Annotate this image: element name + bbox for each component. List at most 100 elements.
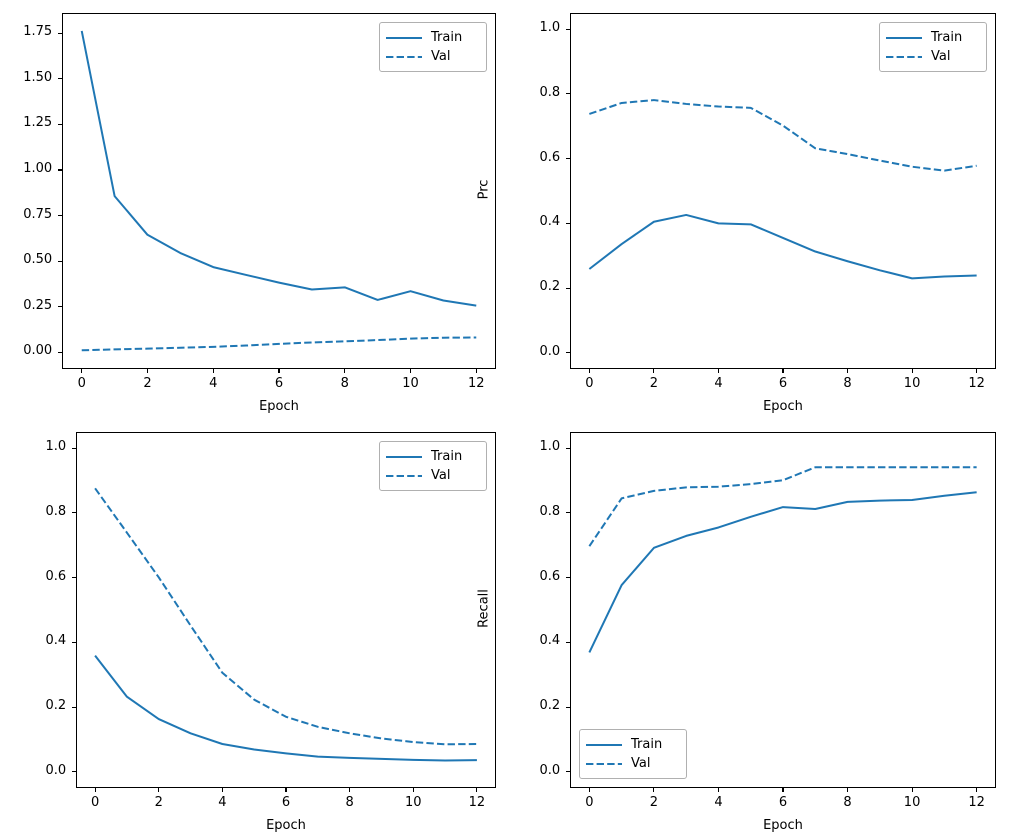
x-tick-label-prc: 6 [778,376,788,391]
legend-loss[interactable]: Train Val [379,22,487,72]
legend-label-val: Val [931,49,951,64]
y-tick-label-prc: 0.0 [539,343,561,359]
y-tick-label-precision: 0.8 [45,503,67,519]
y-tick-label-loss: 1.50 [23,69,53,85]
y-tick-label-loss: 1.25 [23,115,53,131]
x-tick-label-precision: 8 [345,795,354,810]
x-tick-label-precision: 4 [218,795,227,810]
legend-line-sample-val-icon [886,51,922,63]
x-tick-label-loss: 0 [77,376,86,391]
axes-frame-prc [570,13,996,369]
y-tick-label-prc: 0.2 [539,279,561,295]
x-tick-mark-precision [476,788,478,792]
y-tick-label-precision: 0.2 [45,698,67,714]
series-line-recall-train [588,491,977,653]
x-tick-label-precision: 2 [154,795,163,810]
y-tick-mark-precision [72,512,76,514]
y-tick-mark-recall [566,771,570,773]
x-axis-label-prc: Epoch [763,399,803,414]
y-tick-label-precision: 0.6 [45,568,67,584]
legend-recall[interactable]: Train Val [579,729,687,779]
legend-label-val: Val [431,468,451,483]
legend-label-val: Val [431,49,451,64]
x-tick-mark-precision [94,788,96,792]
y-tick-mark-recall [566,512,570,514]
series-line-prc-val [589,99,977,172]
axes-frame-precision [76,432,496,788]
y-tick-label-loss: 0.25 [23,297,53,313]
x-tick-label-loss: 10 [402,376,419,391]
x-tick-label-loss: 12 [467,376,485,391]
axes-frame-loss [62,13,496,369]
x-tick-mark-precision [221,788,223,792]
x-tick-mark-prc [976,369,978,373]
y-tick-mark-prc [566,28,570,30]
y-tick-mark-loss [58,215,62,217]
x-tick-mark-loss [475,369,477,373]
x-tick-label-prc: 4 [714,376,723,391]
legend-entry-train-recall[interactable]: Train [586,735,679,754]
legend-line-sample-val-icon [586,758,622,770]
legend-entry-train-loss[interactable]: Train [386,28,479,47]
y-tick-label-prc: 0.4 [539,214,561,230]
y-tick-mark-loss [58,123,62,125]
legend-entry-train-precision[interactable]: Train [386,447,479,466]
series-line-loss-train [80,30,477,307]
y-tick-mark-prc [566,158,570,160]
legend-line-sample-train-icon [386,32,422,44]
y-tick-mark-prc [566,352,570,354]
x-tick-label-recall: 4 [714,795,723,810]
y-tick-label-recall: 0.8 [539,503,561,519]
x-tick-label-recall: 0 [585,795,594,810]
y-tick-label-loss: 0.75 [23,206,53,222]
y-tick-label-prc: 0.6 [539,149,561,165]
legend-entry-train-prc[interactable]: Train [886,28,979,47]
legend-line-sample-train-icon [886,32,922,44]
y-tick-label-loss: 0.00 [23,343,53,359]
legend-label-train: Train [431,449,463,464]
series-line-prc-train [588,213,977,280]
x-tick-mark-loss [212,369,214,373]
x-tick-mark-loss [81,369,83,373]
x-tick-mark-prc [588,369,590,373]
legend-label-train: Train [631,737,663,752]
y-tick-mark-loss [58,306,62,308]
series-line-recall-val [588,466,977,547]
x-tick-mark-prc [911,369,913,373]
x-tick-mark-precision [285,788,287,792]
legend-entry-val-precision[interactable]: Val [386,466,479,485]
x-tick-label-recall: 2 [649,795,659,810]
legend-label-val: Val [631,756,651,771]
legend-label-train: Train [931,30,963,45]
legend-line-sample-train-icon [586,739,622,751]
y-tick-mark-recall [566,447,570,449]
x-tick-label-loss: 6 [274,376,284,391]
x-tick-mark-recall [653,788,655,792]
x-tick-mark-precision [349,788,351,792]
legend-entry-val-loss[interactable]: Val [386,47,479,66]
y-tick-mark-precision [72,771,76,773]
x-tick-label-precision: 0 [90,795,100,810]
legend-line-sample-train-icon [386,451,422,463]
legend-precision[interactable]: Train Val [379,441,487,491]
legend-entry-val-prc[interactable]: Val [886,47,979,66]
x-tick-mark-recall [846,788,849,792]
y-tick-label-recall: 1.0 [539,439,561,455]
x-tick-mark-precision [158,788,160,792]
x-tick-label-prc: 8 [843,376,852,391]
series-line-precision-train [94,655,477,762]
y-tick-mark-loss [58,169,62,171]
legend-label-train: Train [431,30,463,45]
y-tick-label-recall: 0.0 [539,762,561,778]
y-tick-mark-recall [566,641,570,643]
y-tick-mark-loss [58,32,62,34]
x-tick-mark-prc [653,369,655,373]
y-tick-label-loss: 1.00 [23,161,53,177]
y-tick-mark-loss [58,260,62,262]
legend-entry-val-recall[interactable]: Val [586,754,679,773]
legend-prc[interactable]: Train Val [879,22,987,72]
